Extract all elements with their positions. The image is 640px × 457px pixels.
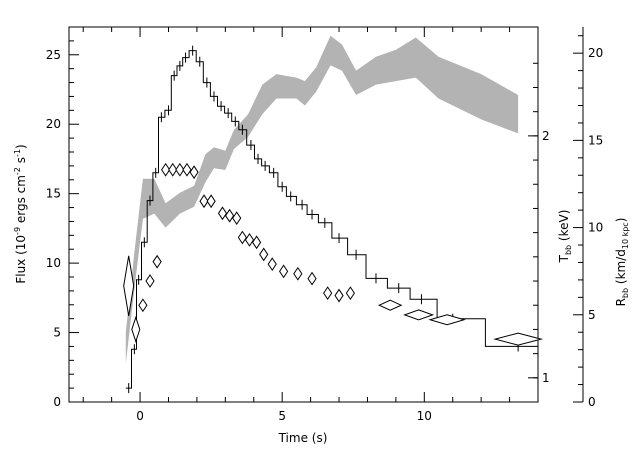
- temperature-point-19: [267, 257, 277, 271]
- temperature-point-7: [175, 162, 185, 177]
- temperature-point-14: [232, 211, 242, 226]
- temperature-point-15: [237, 230, 247, 245]
- temperature-point-16: [244, 233, 255, 247]
- temperature-point-9: [189, 165, 199, 180]
- radius-tick-label: 5: [588, 308, 596, 322]
- temperature-point-11: [206, 194, 216, 209]
- temperature-point-23: [323, 286, 333, 301]
- radius-tick-label: 0: [588, 395, 596, 409]
- flux-tick-label: 10: [46, 256, 61, 270]
- flux-tick-label: 0: [53, 395, 61, 409]
- radius-band-layer: [125, 35, 519, 364]
- radius-band: [125, 35, 519, 364]
- temperature-point-26: [377, 299, 403, 311]
- temperature-point-18: [259, 247, 269, 262]
- radius-tick-label: 20: [588, 46, 603, 60]
- temperature-series-layer: [123, 162, 544, 346]
- temperature-point-10: [199, 194, 209, 209]
- temperature-point-1: [131, 315, 141, 344]
- temperature-point-0: [123, 255, 135, 316]
- temperature-point-28: [428, 314, 466, 326]
- temperature-point-29: [493, 332, 544, 346]
- flux-series-layer: [125, 45, 538, 394]
- flux-tick-label: 20: [46, 117, 61, 131]
- temperature-point-6: [168, 162, 178, 177]
- flux-tick-label: 25: [46, 48, 61, 62]
- radius-tick-label: 10: [588, 221, 603, 235]
- flux-tick-label: 15: [46, 187, 61, 201]
- temperature-point-13: [224, 208, 235, 223]
- temperature-point-8: [182, 162, 192, 177]
- temperature-point-25: [345, 286, 356, 301]
- temperature-point-22: [307, 271, 317, 286]
- temperature-point-3: [145, 274, 155, 288]
- temperature-point-5: [161, 162, 171, 177]
- x-tick-label: 0: [136, 409, 144, 423]
- y-axis-label-radius: Rbb (km/d10 kpc): [614, 218, 630, 307]
- y-axis-label-temperature: Tbb (keV): [557, 210, 573, 264]
- flux-tick-label: 5: [53, 326, 61, 340]
- temperature-point-24: [334, 288, 344, 303]
- temperature-point-4: [152, 254, 162, 269]
- temperature-point-17: [251, 235, 262, 250]
- y-axis-label-flux: Flux (10-9 ergs cm-2 s-1): [13, 144, 28, 283]
- temperature-point-21: [293, 266, 303, 281]
- temperature-point-2: [138, 298, 148, 313]
- x-axis-label: Time (s): [278, 431, 328, 445]
- temperature-point-12: [217, 206, 228, 221]
- x-tick-label: 5: [278, 409, 286, 423]
- temperature-point-20: [279, 264, 289, 279]
- temperature-point-27: [403, 309, 435, 321]
- temperature-tick-label: 2: [542, 129, 550, 143]
- plot-frame: [68, 26, 539, 403]
- temperature-tick-label: 1: [542, 371, 550, 385]
- x-tick-label: 10: [417, 409, 432, 423]
- radius-tick-label: 15: [588, 133, 603, 147]
